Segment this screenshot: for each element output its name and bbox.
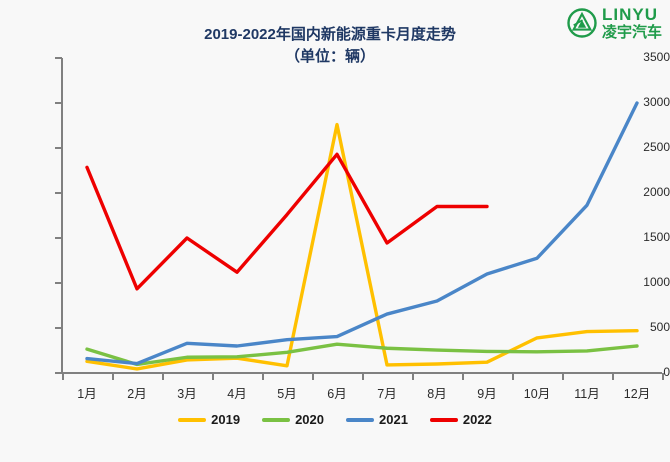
- legend-item-2022[interactable]: 2022: [429, 412, 492, 427]
- legend-swatch-2020: [262, 417, 291, 422]
- series-line-2022: [85, 152, 489, 291]
- x-axis-tick-label: 11月: [574, 387, 600, 401]
- x-axis-tick-label: 4月: [227, 387, 247, 401]
- chart-legend: 2019 2020 2021 2022: [0, 412, 670, 427]
- y-axis-tick-label: 500: [649, 320, 670, 334]
- legend-label-2021: 2021: [379, 412, 408, 427]
- x-axis-tick-label: 7月: [377, 387, 397, 401]
- x-axis-tick-label: 12月: [623, 387, 651, 401]
- legend-label-2020: 2020: [295, 412, 324, 427]
- y-axis-tick: [55, 237, 62, 239]
- legend-label-2019: 2019: [211, 412, 241, 427]
- x-axis-tick-label: 1月: [77, 387, 97, 401]
- x-axis-tick-label: 8月: [427, 387, 447, 401]
- y-axis-tick-label: 1000: [643, 275, 670, 289]
- x-axis-tick: [162, 373, 164, 380]
- y-axis-line: [61, 58, 63, 374]
- legend-swatch-2019: [178, 417, 207, 422]
- y-axis-tick-label: 2000: [643, 185, 670, 199]
- legend-item-2020[interactable]: 2020: [262, 412, 324, 427]
- y-axis-tick: [55, 57, 62, 59]
- y-axis-tick: [55, 327, 62, 329]
- legend-swatch-2021: [346, 417, 374, 422]
- brand-logo: LINYU 凌宇汽车: [567, 6, 662, 40]
- plot-area: [62, 58, 662, 373]
- x-axis-tick: [612, 373, 614, 380]
- brand-chinese-name: 凌宇汽车: [601, 24, 662, 41]
- legend-label-2022: 2022: [462, 412, 492, 427]
- y-axis-tick: [55, 192, 62, 194]
- series-line-2020: [85, 342, 639, 367]
- x-axis-tick: [262, 373, 264, 380]
- chart-title: 2019-2022年国内新能源重卡月度走势 （单位：辆）: [95, 24, 565, 68]
- x-axis-tick-label: 10月: [523, 387, 551, 401]
- x-axis-tick: [112, 373, 114, 380]
- x-axis-tick: [312, 373, 314, 380]
- legend-swatch-2022: [429, 417, 458, 422]
- series-lines: [85, 101, 639, 371]
- x-axis-tick-label: 2月: [127, 387, 147, 401]
- y-axis-tick-label: 3000: [643, 95, 670, 109]
- chart-title-main: 2019-2022年国内新能源重卡月度走势: [204, 26, 456, 43]
- x-axis-tick: [562, 373, 564, 380]
- brand-wordmark: LINYU 凌宇汽车: [602, 6, 662, 40]
- x-axis-tick: [512, 373, 514, 380]
- y-axis-tick-label: 2500: [643, 140, 670, 154]
- y-axis-tick: [55, 282, 62, 284]
- y-axis-tick: [55, 372, 62, 374]
- y-axis-tick: [55, 147, 62, 149]
- legend-item-2021[interactable]: 2021: [346, 412, 408, 427]
- x-axis-tick-label: 5月: [277, 387, 297, 401]
- y-axis-tick-label: 1500: [643, 230, 670, 244]
- x-axis-line: [61, 372, 662, 374]
- x-axis-tick: [62, 373, 64, 380]
- x-axis-tick-label: 3月: [177, 387, 197, 401]
- x-axis-tick-label: 9月: [477, 387, 497, 401]
- chart-title-subtitle: （单位：辆）: [284, 47, 375, 65]
- y-axis-tick-label: 0: [663, 365, 670, 379]
- x-axis-tick: [212, 373, 214, 380]
- x-axis-tick: [362, 373, 364, 380]
- linyu-triangle-circle-logo-icon: [567, 8, 597, 38]
- series-line-2021: [85, 101, 639, 366]
- series-line-2019: [85, 122, 639, 371]
- x-axis-tick: [412, 373, 414, 380]
- x-axis-tick-label: 6月: [327, 387, 347, 401]
- x-axis-tick: [462, 373, 464, 380]
- legend-item-2019[interactable]: 2019: [178, 412, 240, 427]
- y-axis-tick-label: 3500: [643, 50, 670, 64]
- brand-latin-name: LINYU: [601, 5, 658, 24]
- y-axis-tick: [55, 102, 62, 104]
- x-axis-tick: [662, 373, 664, 380]
